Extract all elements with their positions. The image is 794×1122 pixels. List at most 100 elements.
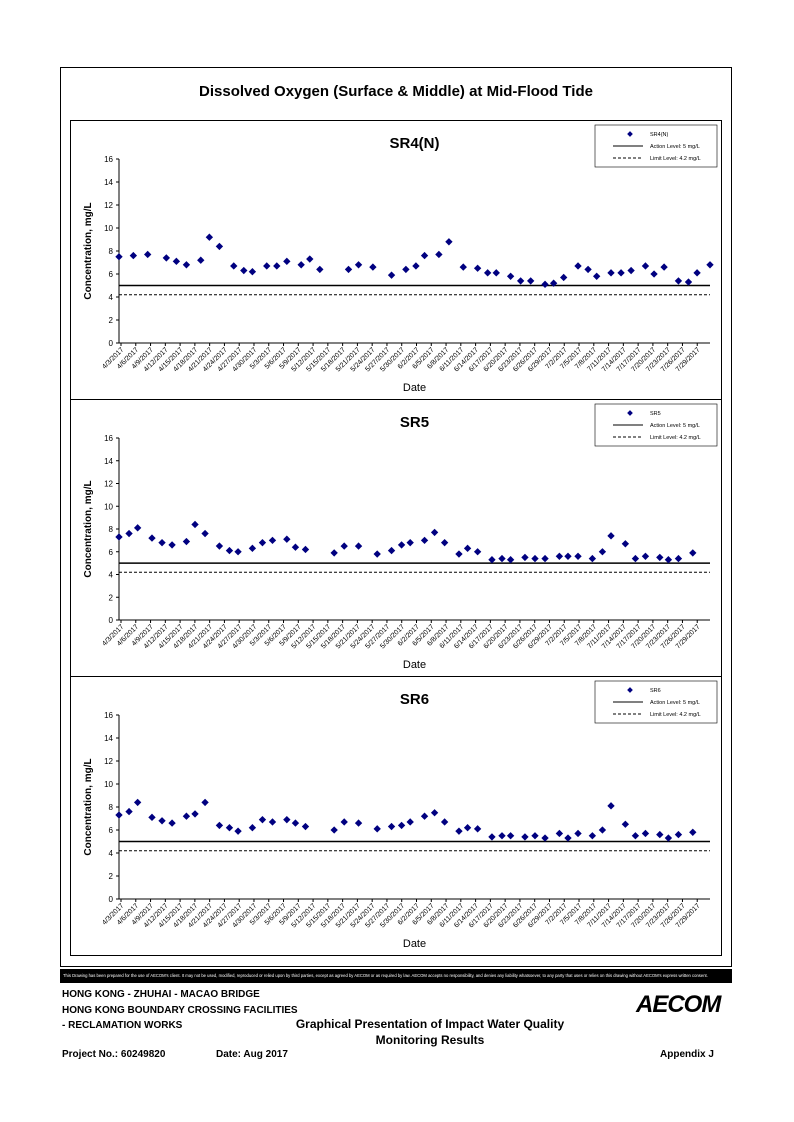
legend-marker [627,410,633,416]
data-point [689,828,697,836]
legend-entry: SR5 [650,411,661,417]
data-point [258,538,267,547]
aecom-logo: AECOM [635,991,723,1016]
y-tick-label: 16 [104,711,113,720]
data-point [664,556,673,564]
data-point [574,262,582,270]
data-point [234,548,242,556]
legend-entry: Limit Level: 4.2 mg/L [650,435,701,441]
y-tick-label: 0 [109,616,114,625]
y-tick-label: 0 [109,895,114,904]
y-tick-label: 2 [109,593,114,602]
data-point [473,825,482,833]
y-axis-label: Concentration, mg/L [83,480,94,577]
svg-text:AECOM: AECOM [635,991,722,1016]
data-point [197,256,205,264]
data-point [340,542,348,550]
data-point [234,827,242,835]
data-point [621,820,630,828]
disclaimer-bar: This Drawing has been prepared for the u… [60,969,732,983]
legend-entry: Action Level: 5 mg/L [650,144,700,150]
data-point [215,542,224,550]
y-tick-label: 2 [109,872,114,881]
data-point [706,261,714,269]
data-point [650,270,658,278]
y-tick-label: 4 [109,293,114,302]
data-point [588,832,597,840]
data-point [593,272,601,280]
data-point [420,251,429,260]
data-point [527,277,535,285]
data-point [584,265,592,274]
data-point [387,271,396,279]
data-point [463,824,472,832]
data-point [387,546,396,555]
data-point [168,819,176,827]
data-point [301,545,310,554]
data-point [598,826,607,834]
data-point [488,833,496,841]
data-point [440,538,449,547]
data-point [516,277,525,285]
data-point [191,520,199,529]
data-point [291,819,300,827]
data-point [473,264,482,272]
y-tick-label: 10 [104,224,113,233]
data-point [656,830,664,839]
data-point [430,528,439,537]
legend-entry: SR6 [650,688,661,694]
data-point [406,538,414,547]
data-point [168,541,176,549]
data-point [641,552,650,560]
y-axis-label: Concentration, mg/L [83,758,94,855]
data-point [182,261,191,269]
project-line-1: HONG KONG - ZHUHAI - MACAO BRIDGE [62,989,260,1000]
y-axis-label: Concentration, mg/L [83,202,94,299]
data-point [125,529,133,538]
legend-entry: Limit Level: 4.2 mg/L [650,712,701,718]
data-point [492,269,500,277]
data-point [215,821,224,830]
data-point [555,552,564,560]
data-point [531,554,539,563]
data-point [301,822,310,831]
data-point [459,263,467,271]
data-point [621,540,630,548]
data-point [656,553,664,562]
data-point [574,829,582,838]
data-point [598,548,607,556]
data-point [129,251,138,260]
data-point [420,536,429,545]
drawing-title-2: Monitoring Results [375,1033,485,1047]
data-point [148,813,156,822]
data-point [607,532,615,540]
data-point [463,544,472,553]
data-point [674,277,683,285]
data-point [158,817,166,825]
data-point [340,818,348,826]
y-tick-label: 10 [104,780,113,789]
legend-marker [627,131,633,137]
x-axis-label: Date [403,938,426,950]
y-tick-label: 12 [104,480,113,489]
data-point [330,826,338,834]
data-point [588,554,597,563]
data-point [283,535,291,543]
data-point [191,810,199,818]
data-point [420,812,429,820]
data-point [607,269,615,277]
data-point [455,827,463,835]
data-point [435,250,443,259]
data-point [316,265,324,274]
data-point [283,257,291,266]
data-point [268,818,277,826]
data-point [225,824,234,832]
legend-entry: Action Level: 5 mg/L [650,700,700,706]
y-tick-label: 14 [104,734,113,743]
project-number: Project No.: 60249820 [62,1049,166,1060]
data-point [354,819,363,827]
data-point [430,809,439,817]
data-point [455,550,463,558]
y-tick-label: 12 [104,201,113,210]
data-point [182,812,191,820]
